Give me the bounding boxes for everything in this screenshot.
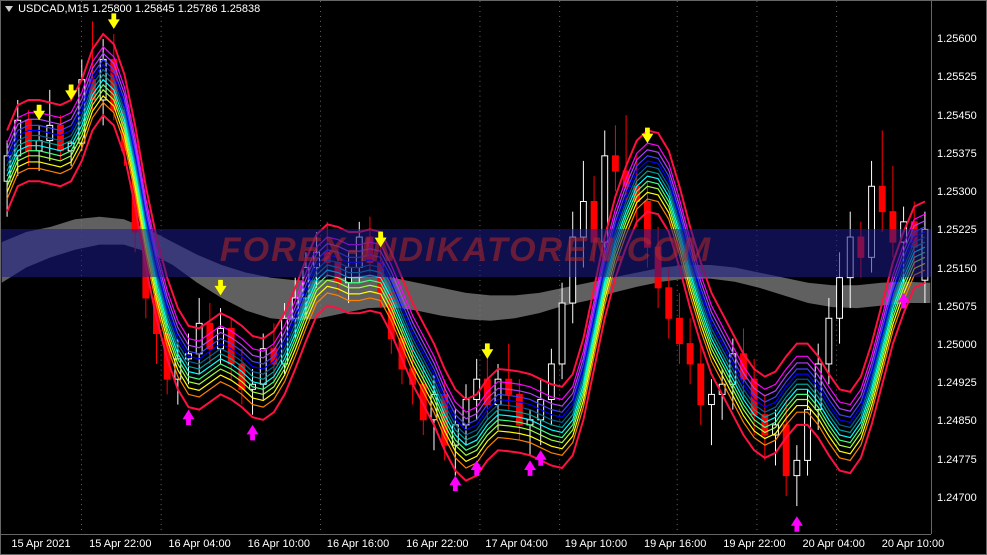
x-axis: 15 Apr 2021 15 Apr 22:00 16 Apr 04:00 16 Ap… [1,534,931,554]
arrow-up-icon [791,516,803,532]
xaxis-tick: 20 Apr 10:00 [882,538,944,550]
arrow-down-icon [215,280,227,296]
yaxis-tick: 1.25600 [937,33,977,45]
arrow-down-icon [108,13,120,29]
xaxis-tick: 16 Apr 10:00 [248,538,310,550]
arrow-up-icon [471,460,483,476]
xaxis-tick: 17 Apr 04:00 [485,538,547,550]
xaxis-tick: 19 Apr 16:00 [644,538,706,550]
arrow-up-icon [183,410,195,426]
xaxis-tick: 15 Apr 22:00 [89,538,151,550]
arrow-up-icon [898,293,910,309]
yaxis-tick: 1.25300 [937,186,977,198]
xaxis-tick: 19 Apr 10:00 [565,538,627,550]
xaxis-tick: 16 Apr 04:00 [168,538,230,550]
yaxis-tick: 1.25150 [937,263,977,275]
arrow-down-icon [375,232,387,248]
chart-window[interactable]: USDCAD,M15 1.25800 1.25845 1.25786 1.258… [0,0,987,555]
yaxis-tick: 1.25375 [937,148,977,160]
yaxis-tick: 1.25525 [937,71,977,83]
arrow-up-icon [247,425,259,441]
yaxis-tick: 1.25225 [937,224,977,236]
ohlc-l: 1.25786 [178,3,218,15]
arrow-down-icon [481,343,493,359]
ohlc-c: 1.25838 [221,3,261,15]
xaxis-tick: 15 Apr 2021 [11,538,70,550]
chart-plot-area[interactable]: FOREX-INDIKATOREN.COM [1,1,931,534]
yaxis-tick: 1.24700 [937,492,977,504]
arrows-svg [1,1,931,534]
y-axis: 1.25600 1.25525 1.25450 1.25375 1.25300 1.252… [931,1,986,534]
yaxis-tick: 1.25075 [937,301,977,313]
xaxis-tick: 16 Apr 22:00 [406,538,468,550]
symbol-label: USDCAD,M15 [18,3,89,15]
yaxis-tick: 1.24925 [937,377,977,389]
arrow-down-icon [641,128,653,144]
arrow-up-icon [535,450,547,466]
yaxis-tick: 1.24775 [937,454,977,466]
xaxis-tick: 16 Apr 16:00 [327,538,389,550]
xaxis-tick: 20 Apr 04:00 [803,538,865,550]
xaxis-tick: 19 Apr 22:00 [723,538,785,550]
ohlc-h: 1.25845 [135,3,175,15]
arrow-up-icon [449,476,461,492]
ohlc-o: 1.25800 [92,3,132,15]
arrow-down-icon [33,105,45,121]
dropdown-icon[interactable] [5,6,13,12]
chart-header[interactable]: USDCAD,M15 1.25800 1.25845 1.25786 1.258… [5,3,260,15]
arrow-down-icon [65,84,77,100]
yaxis-tick: 1.25450 [937,110,977,122]
yaxis-tick: 1.25000 [937,339,977,351]
yaxis-tick: 1.24850 [937,415,977,427]
arrow-up-icon [524,460,536,476]
